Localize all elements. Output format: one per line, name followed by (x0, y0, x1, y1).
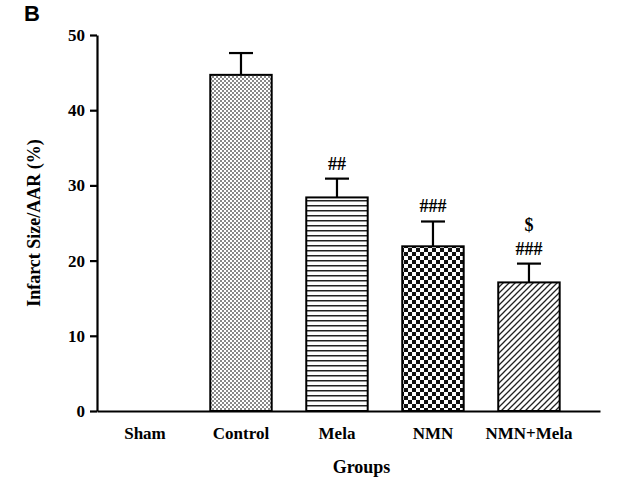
annotation: ### (515, 239, 542, 259)
bar (114, 411, 175, 412)
error-bar (517, 264, 541, 283)
title: B (24, 1, 40, 26)
y-tick-mark (90, 260, 97, 262)
y-tick: 20 (68, 252, 97, 271)
x-tick-label: Mela (319, 424, 356, 443)
y-tick: 10 (68, 327, 97, 346)
y-tick-label: 20 (68, 252, 85, 271)
y-tick-label: 30 (68, 176, 85, 195)
y-tick-mark (90, 110, 97, 112)
error-cap (421, 220, 445, 222)
y-tick: 0 (77, 402, 98, 421)
y-tick: 50 (68, 26, 97, 45)
x-axis: Sham Control Mela NMN NMN+Mela (98, 412, 601, 444)
error-cap (517, 263, 541, 265)
error-stem (432, 221, 434, 246)
x-tick-label: NMN (413, 424, 454, 443)
y-tick-label: 40 (68, 101, 85, 120)
y-tick: 30 (68, 176, 97, 195)
bar (498, 282, 559, 411)
error-cap (325, 178, 349, 180)
chart: 01020304050ShamControlMelaNMNNMN+Mela###… (0, 0, 644, 487)
x-tick: Control (213, 424, 270, 443)
error-bar (325, 179, 349, 198)
x-tick: Sham (124, 424, 166, 443)
x-tick: Mela (319, 424, 356, 443)
y-tick-mark (90, 34, 97, 36)
y-tick-mark (90, 185, 97, 187)
bar (210, 75, 271, 411)
x-tick-label: Sham (124, 424, 166, 443)
error-stem (336, 179, 338, 198)
x-tick: NMN+Mela (485, 424, 573, 443)
bar (306, 197, 367, 411)
y-axis-line (96, 36, 98, 412)
y-tick-mark (90, 410, 97, 412)
x-tick: NMN (413, 424, 454, 443)
x-axis-title: Groups (333, 457, 391, 477)
x-tick-label: Control (213, 424, 270, 443)
error-stem (528, 264, 530, 283)
error-bar (421, 221, 445, 246)
annotation: ## (328, 154, 346, 174)
annotations: ########$ (328, 154, 542, 259)
x-tick-label: NMN+Mela (485, 424, 573, 443)
error-cap (229, 52, 253, 54)
y-tick: 40 (68, 101, 97, 120)
y-tick-label: 0 (77, 402, 86, 421)
y-tick-label: 10 (68, 327, 85, 346)
bar (402, 246, 463, 411)
annotation: $ (524, 215, 533, 235)
annotation: ### (419, 196, 446, 216)
y-axis: 0 10 20 30 40 50 (68, 26, 98, 421)
plot-area (210, 53, 559, 411)
error-bar (229, 53, 253, 75)
y-axis-title: Infarct Size/AAR (%) (24, 139, 45, 307)
error-stem (240, 53, 242, 75)
y-tick-mark (90, 335, 97, 337)
y-tick-label: 50 (68, 26, 85, 45)
